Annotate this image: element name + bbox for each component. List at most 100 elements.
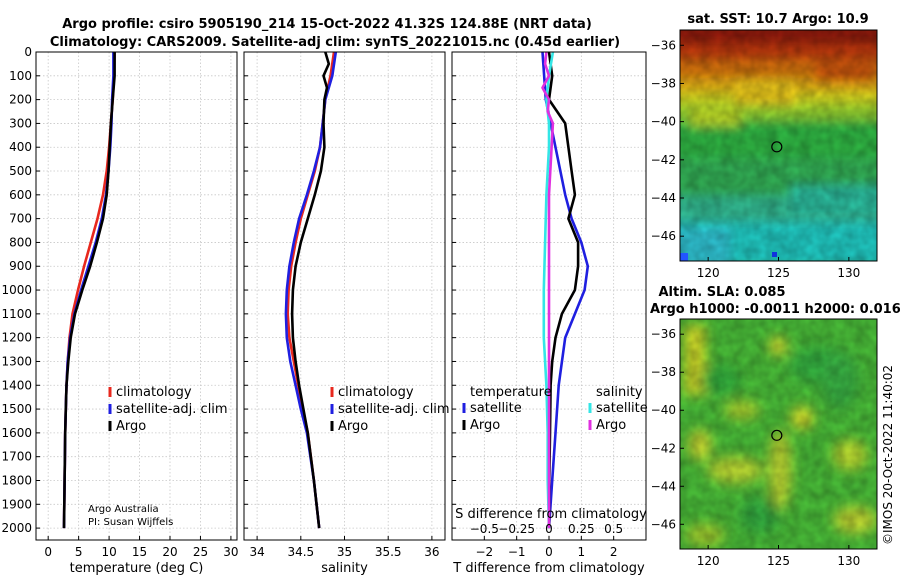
sla_map-lon-label: 120 [697,554,720,568]
sst_map-lon-label: 130 [837,266,860,280]
sst-map-title: sat. SST: 10.7 Argo: 10.9 [687,12,868,27]
legend-label: climatology [338,385,414,400]
difference-series-temperature-satellite [541,51,590,529]
depth-tick-label: 700 [9,212,32,226]
sla_map-lat-label: −38 [651,365,676,379]
sla-map-field [680,319,877,549]
salinity-xtick-label: 36 [424,545,439,559]
depth-tick-label: 300 [9,116,32,130]
difference-top-tick-label: 0 [545,522,553,536]
sst_map-lat-label: −44 [651,191,676,205]
difference-xtick-label: 1 [578,545,586,559]
difference-xtick-label: 2 [610,545,618,559]
sst-map: sat. SST: 10.7 Argo: 10.9 [651,12,878,280]
sst-argo-location-marker [771,141,783,153]
salinity-xlabel: salinity [321,561,368,576]
depth-tick-label: 1700 [1,450,32,464]
legend-header-salinity: salinity [596,385,643,400]
temperature-frame [35,51,238,541]
temperature-xlabel: temperature (deg C) [70,561,204,576]
temperature-xtick-label: 30 [223,545,238,559]
depth-tick-label: 800 [9,235,32,249]
sst_map-lat-label: −40 [651,115,676,129]
difference-series-temperature-argo [547,51,580,529]
depth-tick-label: 2000 [1,521,32,535]
figure-title-line2: Climatology: CARS2009. Satellite-adj cli… [50,35,620,50]
difference-series-salinity-argo [541,51,555,529]
depth-tick-label: 1400 [1,378,32,392]
difference-xtick-label: −2 [475,545,493,559]
legend-label: satellite-adj. clim [116,402,228,417]
depth-tick-label: 1100 [1,307,32,321]
difference-profile-panel: −2 −1 0 1 2 T difference from climatology temp… [451,51,648,576]
sst_map-lon-label: 125 [767,266,790,280]
difference-top-tick-label: 0.25 [568,522,595,536]
sst_map-lon-label: 120 [697,266,720,280]
depth-tick-label: 200 [9,93,32,107]
figure-title-line1: Argo profile: csiro 5905190_214 15-Oct-2… [62,17,592,32]
sst_map-lat-label: −38 [651,76,676,90]
legend-label: Argo [338,419,368,434]
credit-pi: PI: Susan Wijffels [88,517,173,528]
legend-header-temperature: temperature [470,385,552,400]
salinity-profile-panel: 34 34.5 35 35.5 36 salinity climatology satelli… [243,51,450,576]
temperature-xtick-label: 15 [132,545,147,559]
depth-tick-label: 0 [24,45,32,59]
difference-xlabel-top: S difference from climatology [455,507,647,522]
sla-map-title-line2: Argo h1000: -0.0011 h2000: 0.016 [650,302,900,317]
sst_map-lat-label: −46 [651,229,676,243]
sla_map-lat-label: −42 [651,441,676,455]
legend-label: satellite-adj. clim [338,402,450,417]
credit-org: Argo Australia [88,504,159,515]
temperature-xtick-label: 25 [193,545,208,559]
depth-tick-label: 900 [9,259,32,273]
salinity-xtick-label: 34 [249,545,264,559]
depth-tick-label: 1000 [1,283,32,297]
sst_map-lat-label: −42 [651,153,676,167]
depth-tick-label: 1200 [1,331,32,345]
depth-tick-label: 100 [9,69,32,83]
sla_map-lat-label: −40 [651,403,676,417]
legend-label: satellite [596,401,648,416]
sst_map-lat-label: −36 [651,38,676,52]
depth-tick-label: 1800 [1,473,32,487]
salinity-xtick-label: 34.5 [287,545,314,559]
difference-xlabel: T difference from climatology [452,561,645,576]
salinity-series-argo [290,51,331,529]
salinity-plot-area [244,52,445,540]
depth-tick-label: 1900 [1,497,32,511]
sla_map-lat-label: −36 [651,327,676,341]
difference-xtick-label: 0 [545,545,553,559]
difference-top-tick-label: −0.5 [470,522,499,536]
difference-frame [451,51,647,541]
depth-tick-label: 400 [9,140,32,154]
temperature-profile-panel: 0100200300400500600700800900100011001200… [1,45,238,576]
legend-label: Argo [116,419,146,434]
depth-tick-label: 600 [9,188,32,202]
sla_map-lat-label: −46 [651,517,676,531]
salinity-frame [243,51,446,541]
legend-label: climatology [116,385,192,400]
depth-tick-label: 1600 [1,426,32,440]
sla_map-lon-label: 125 [767,554,790,568]
temperature-xtick-label: 10 [101,545,116,559]
sla-map-title-line1: Altim. SLA: 0.085 [659,285,786,300]
temperature-xtick-label: 0 [44,545,52,559]
sst-map-field [680,30,877,261]
depth-tick-label: 500 [9,164,32,178]
difference-xtick-label: −1 [508,545,526,559]
sla-argo-location-marker [771,429,783,441]
temperature-series-argo [62,52,116,529]
depth-tick-label: 1300 [1,354,32,368]
legend-label: Argo [470,418,500,433]
salinity-xtick-label: 35.5 [375,545,402,559]
temperature-xtick-label: 20 [162,545,177,559]
difference-top-tick-label: −0.25 [498,522,535,536]
temperature-xtick-label: 5 [75,545,83,559]
temperature-plot-area [36,52,237,540]
depth-tick-label: 1500 [1,402,32,416]
imos-timestamp: ©IMOS 20-Oct-2022 11:40:02 [881,365,895,545]
difference-top-tick-label: 0.5 [604,522,623,536]
legend-label: satellite [470,401,522,416]
